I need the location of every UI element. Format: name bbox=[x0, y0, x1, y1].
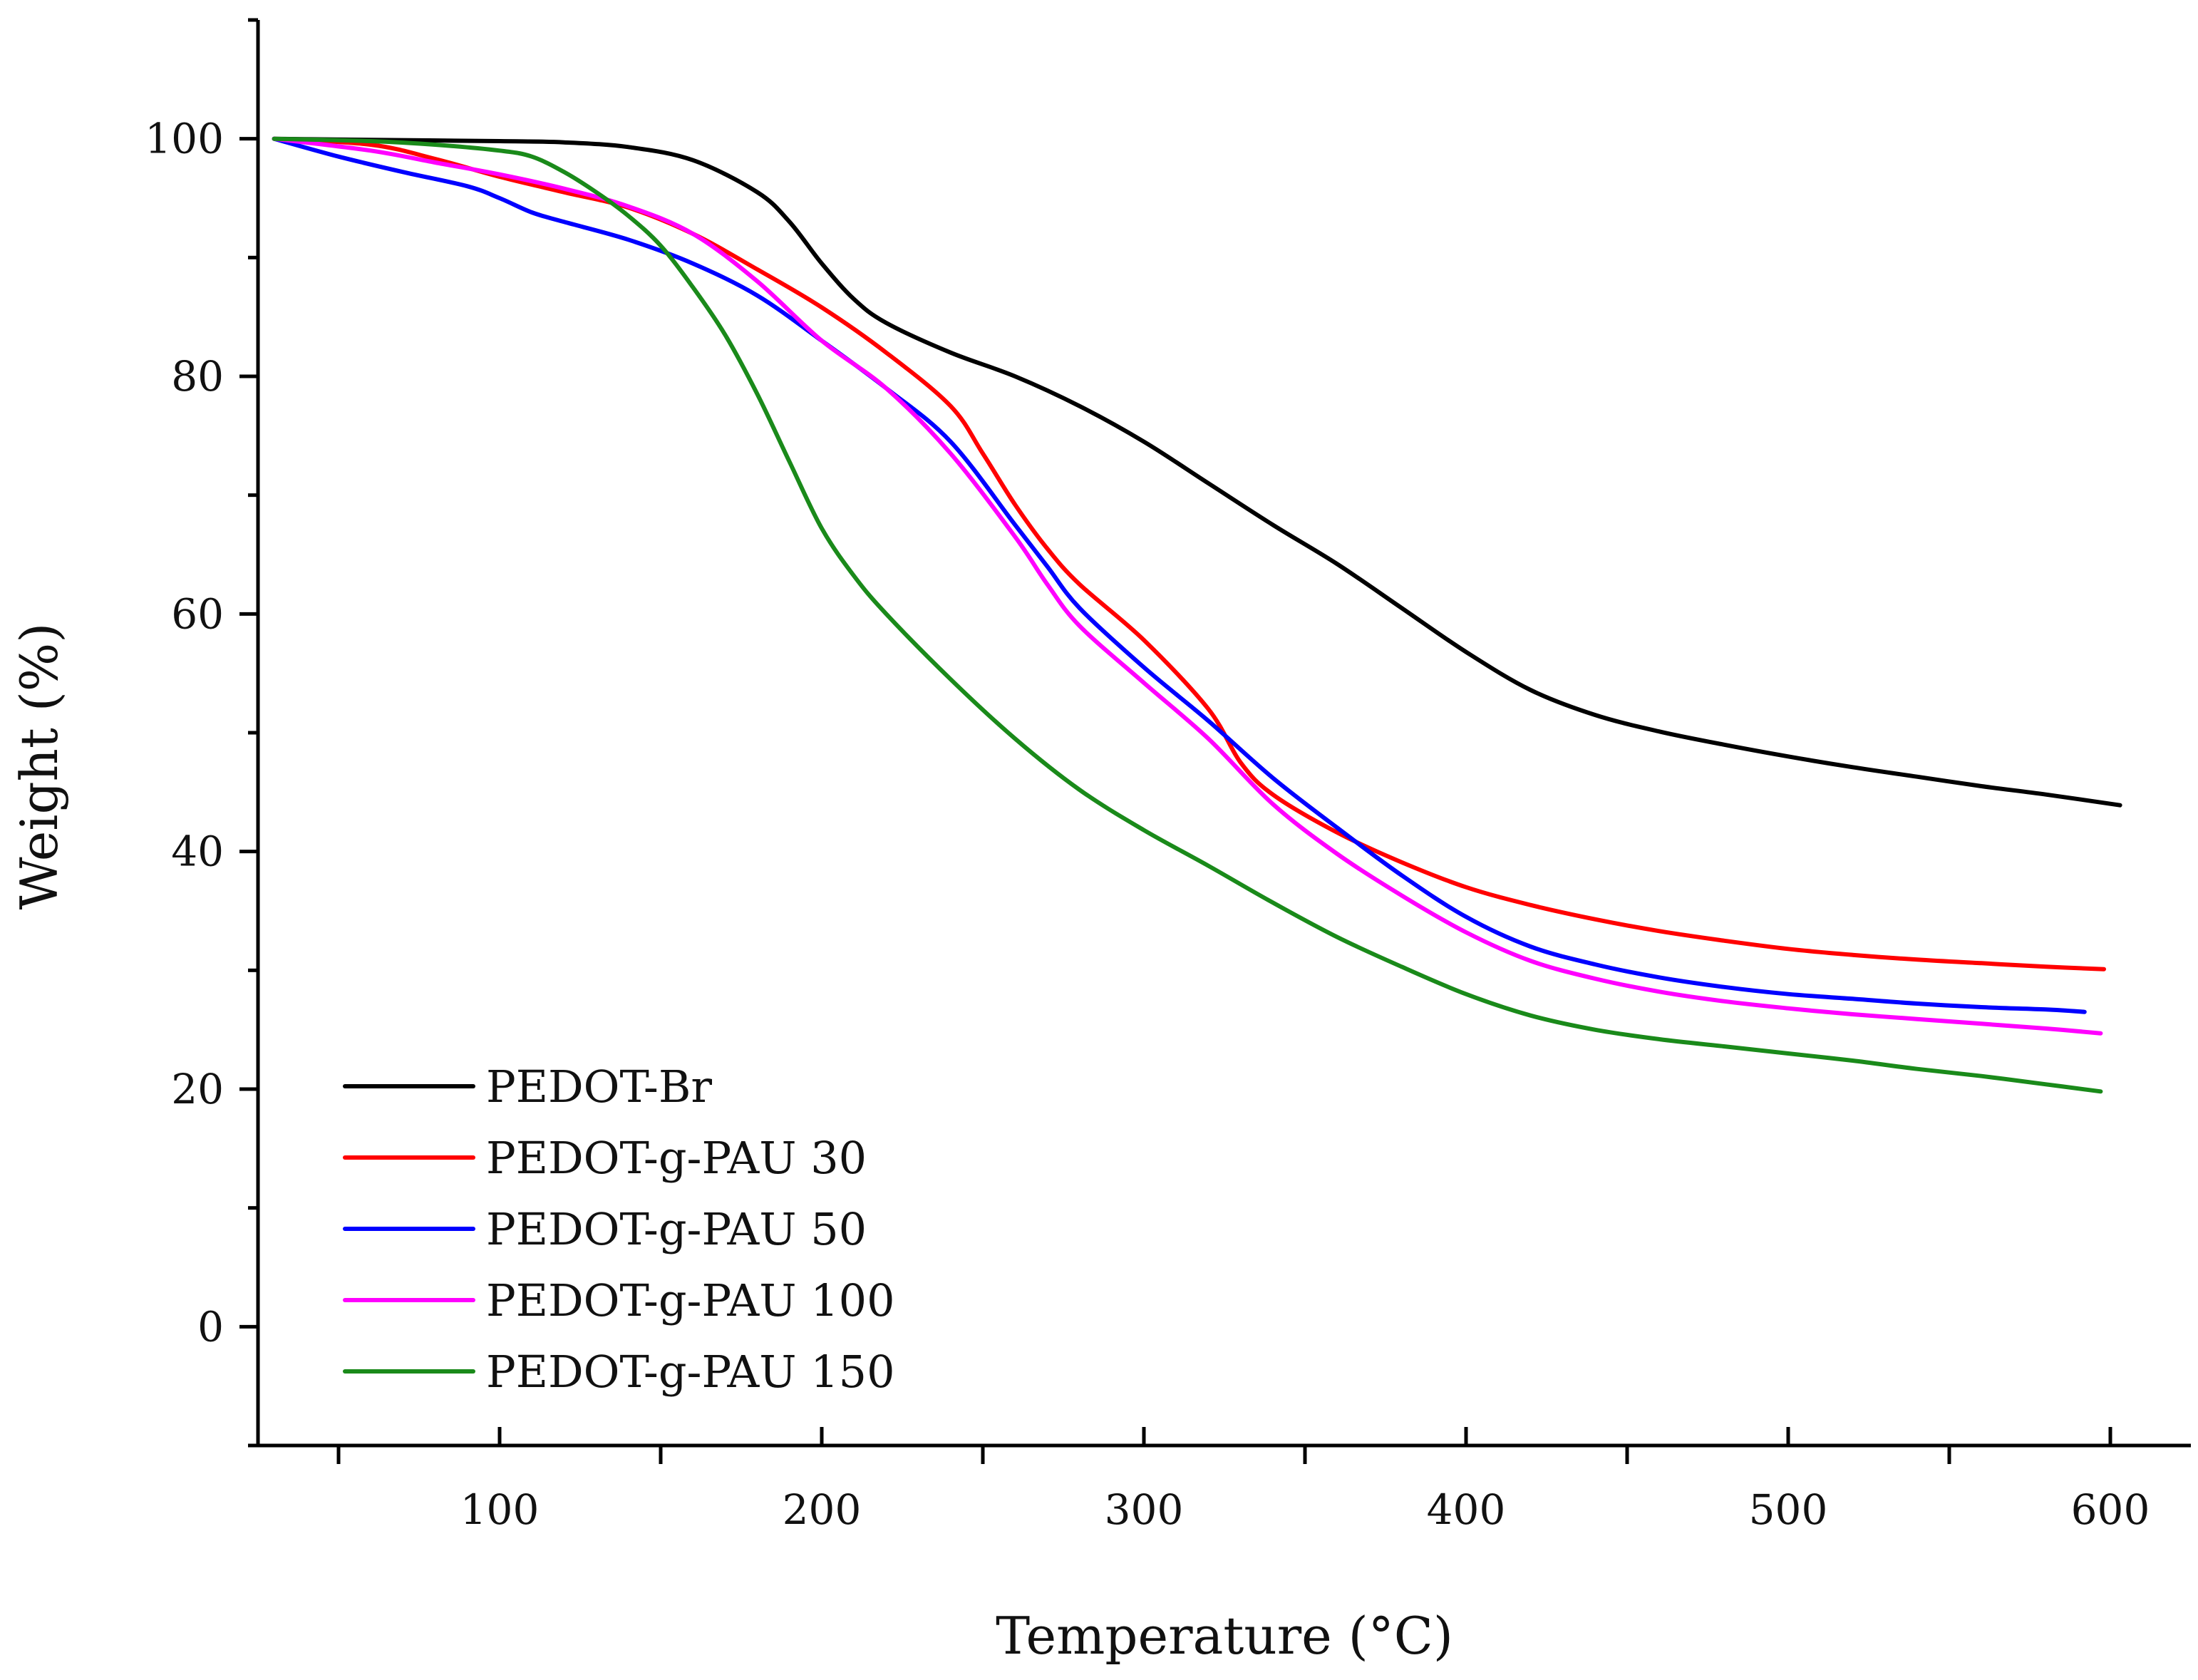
legend-label-pedot-g-pau-30: PEDOT-g-PAU 30 bbox=[486, 1132, 867, 1184]
legend-label-pedot-g-pau-150: PEDOT-g-PAU 150 bbox=[486, 1346, 895, 1398]
series-line-pedot-g-pau-30 bbox=[272, 136, 2106, 972]
legend: PEDOT-Br PEDOT-g-PAU 30 PEDOT-g-PAU 50 PEDO… bbox=[343, 1061, 895, 1398]
y-tick-label: 100 bbox=[145, 115, 224, 163]
series-line-pedot-g-pau-50 bbox=[272, 136, 2087, 1014]
series-line-pedot-g-pau-150 bbox=[272, 136, 2103, 1094]
y-tick-label: 40 bbox=[171, 828, 224, 876]
x-tick-label: 500 bbox=[1749, 1485, 1828, 1534]
y-tick-label: 0 bbox=[197, 1302, 224, 1351]
y-tick-label: 80 bbox=[171, 352, 224, 401]
series-line-pedot-br bbox=[272, 136, 2122, 808]
x-tick-label: 600 bbox=[2071, 1485, 2150, 1534]
y-tick-label: 60 bbox=[171, 589, 224, 638]
x-tick-label: 400 bbox=[1427, 1485, 1506, 1534]
series-line-pedot-g-pau-100 bbox=[272, 136, 2103, 1036]
y-tick-label: 20 bbox=[171, 1065, 224, 1113]
legend-label-pedot-br: PEDOT-Br bbox=[486, 1061, 712, 1113]
y-ticks: 0 20 40 60 80 100 bbox=[145, 18, 258, 1448]
x-ticks: 100 200 300 400 500 600 bbox=[336, 1427, 2150, 1534]
legend-label-pedot-g-pau-100: PEDOT-g-PAU 100 bbox=[486, 1274, 895, 1326]
y-axis-title: Weight (%) bbox=[9, 623, 69, 910]
legend-label-pedot-g-pau-50: PEDOT-g-PAU 50 bbox=[486, 1203, 867, 1255]
x-tick-label: 200 bbox=[783, 1485, 862, 1534]
x-axis-title: Temperature (°C) bbox=[996, 1606, 1453, 1666]
series-lines bbox=[272, 136, 2122, 1094]
x-tick-label: 300 bbox=[1105, 1485, 1184, 1534]
x-tick-label: 100 bbox=[460, 1485, 540, 1534]
